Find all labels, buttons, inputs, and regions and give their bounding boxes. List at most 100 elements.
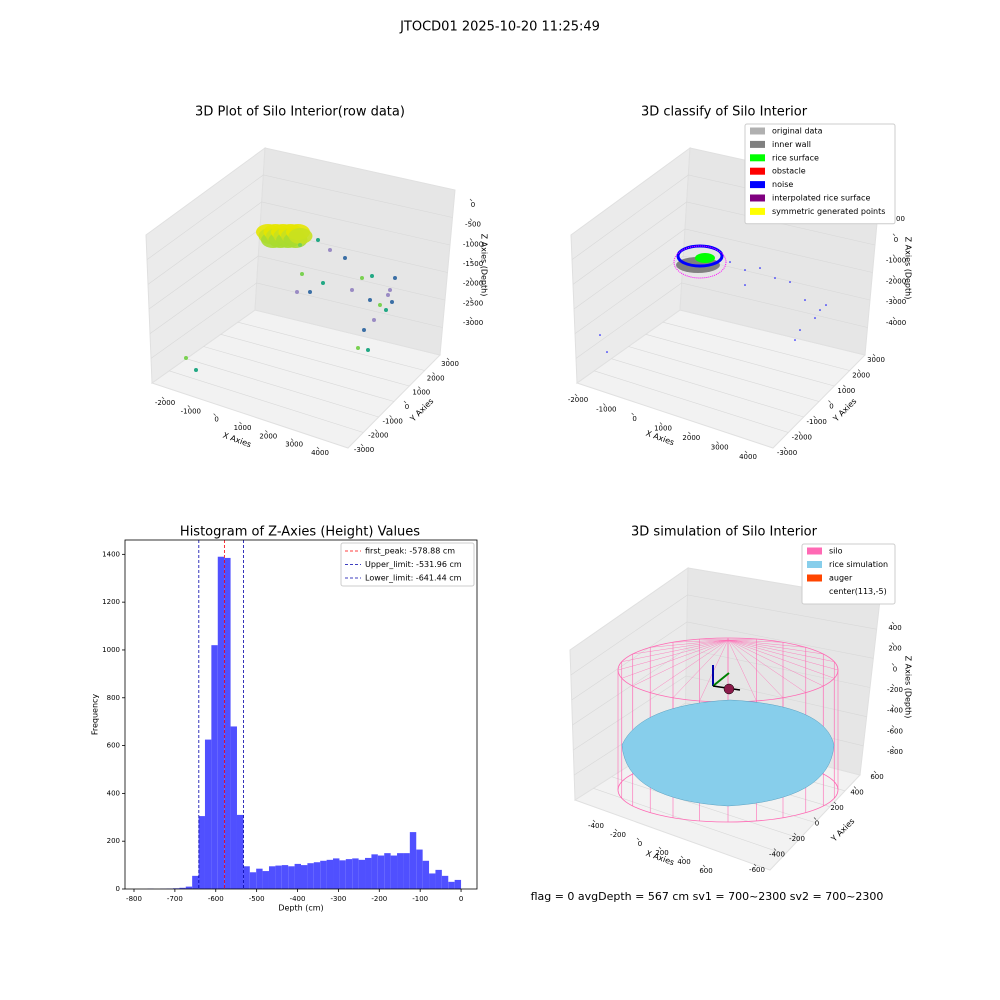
y-tick-label: 1000	[412, 389, 430, 397]
z-tick-label: -4000	[886, 319, 906, 327]
point	[308, 290, 312, 294]
histogram-bar	[204, 739, 212, 889]
noise-point	[789, 281, 791, 283]
x-tick-label: 3000	[711, 444, 729, 452]
y-tick-label: 0	[405, 403, 409, 411]
x-tick	[688, 431, 691, 435]
x-tick-label: 200	[655, 849, 668, 857]
legend-label: obstacle	[772, 167, 806, 176]
x-tick-label: 1000	[654, 425, 672, 433]
legend-label: inner wall	[772, 140, 811, 149]
status-text: flag = 0 avgDepth = 567 cm sv1 = 700~230…	[531, 890, 884, 903]
y-tick-label: 400	[850, 789, 863, 797]
subplot-title: 3D Plot of Silo Interior(row data)	[195, 105, 405, 120]
y-tick-label: 400	[107, 789, 120, 797]
silo-roof	[650, 639, 729, 648]
x-tick	[187, 405, 191, 408]
histogram-bar	[422, 860, 430, 889]
y-axis-label: Frequency	[91, 694, 100, 736]
legend-swatch	[807, 547, 822, 555]
histogram-bar	[345, 859, 353, 889]
x-tick-label: -2000	[568, 396, 588, 404]
z-tick	[891, 725, 895, 728]
y-tick	[783, 446, 787, 450]
histogram-bar	[236, 814, 244, 889]
noise-point	[794, 339, 796, 341]
silo-roof	[632, 639, 729, 687]
y-tick-label: 2000	[852, 372, 870, 380]
legend-swatch	[750, 140, 765, 148]
histogram-bar	[294, 863, 301, 889]
pane-grid	[146, 174, 453, 260]
z-tick-label: 1000	[887, 215, 905, 223]
y-tick	[857, 369, 861, 372]
silo-roof	[727, 639, 835, 662]
histogram-bar	[211, 645, 218, 889]
histogram-bar	[448, 881, 455, 889]
legend-label: original data	[772, 127, 823, 136]
z-tick	[891, 683, 895, 687]
z-tick	[892, 233, 896, 237]
x-tick-label: 2000	[259, 432, 277, 440]
y-tick-label: -2000	[792, 434, 812, 442]
y-tick-label: -3000	[354, 446, 374, 454]
x-tick-label: 4000	[739, 453, 757, 461]
y-tick-label: 0	[116, 885, 120, 893]
silo-roof	[727, 639, 784, 698]
legend-swatch	[750, 207, 765, 215]
noise-point	[814, 317, 816, 319]
y-tick-label: -600	[749, 866, 765, 874]
z-tick-label: 0	[894, 236, 898, 244]
silo-roof	[727, 639, 784, 643]
pane-grid	[645, 334, 835, 387]
pane-grid	[611, 358, 804, 418]
histogram-bar	[281, 865, 289, 889]
pane-grid	[573, 228, 873, 310]
x-tick-label: -400	[290, 895, 306, 903]
x-tick	[290, 438, 294, 441]
rice-surface	[695, 253, 715, 263]
y-tick	[446, 357, 450, 361]
z-tick-label: -400	[887, 707, 903, 715]
histogram-bar	[275, 865, 282, 889]
pane-grid	[186, 358, 379, 418]
noise-point	[744, 269, 746, 271]
pane-grid	[571, 621, 874, 701]
histogram-bar	[358, 859, 366, 889]
y-tick	[793, 832, 797, 836]
y-tick	[828, 400, 831, 403]
x-tick-label: -200	[371, 895, 387, 903]
x-tick-label: 0	[638, 840, 642, 848]
point	[386, 293, 390, 297]
point	[343, 256, 347, 260]
histogram-bar	[268, 866, 276, 889]
z-tick-label: -600	[887, 727, 903, 735]
histogram-bar	[185, 886, 193, 889]
x-tick	[574, 393, 578, 397]
pane-grid	[220, 334, 410, 387]
z-tick	[892, 275, 896, 278]
z-tick-label: -2000	[886, 277, 906, 285]
pane-grid	[572, 201, 876, 285]
point	[300, 272, 304, 276]
x-tick-label: -800	[126, 895, 142, 903]
point	[388, 288, 392, 292]
histogram-bar	[326, 859, 334, 889]
z-tick	[891, 745, 895, 749]
legend-label: Lower_limit: -641.44 cm	[365, 574, 462, 583]
point	[321, 281, 325, 285]
x-tick	[614, 828, 618, 832]
noise-point	[804, 299, 806, 301]
x-tick-label: -2000	[155, 399, 175, 407]
y-tick	[813, 415, 816, 419]
histogram-bar	[403, 853, 410, 889]
z-tick-label: -200	[887, 686, 903, 694]
y-tick-label: 1400	[102, 550, 120, 558]
x-tick-label: -500	[249, 895, 265, 903]
legend-label: center(113,-5)	[829, 587, 887, 596]
histogram-bar	[416, 849, 423, 889]
z-tick-label: -1000	[886, 257, 906, 265]
x-tick	[702, 864, 706, 868]
subplot-title: Histogram of Z-Axies (Height) Values	[180, 525, 420, 540]
silo-roof	[727, 639, 806, 693]
